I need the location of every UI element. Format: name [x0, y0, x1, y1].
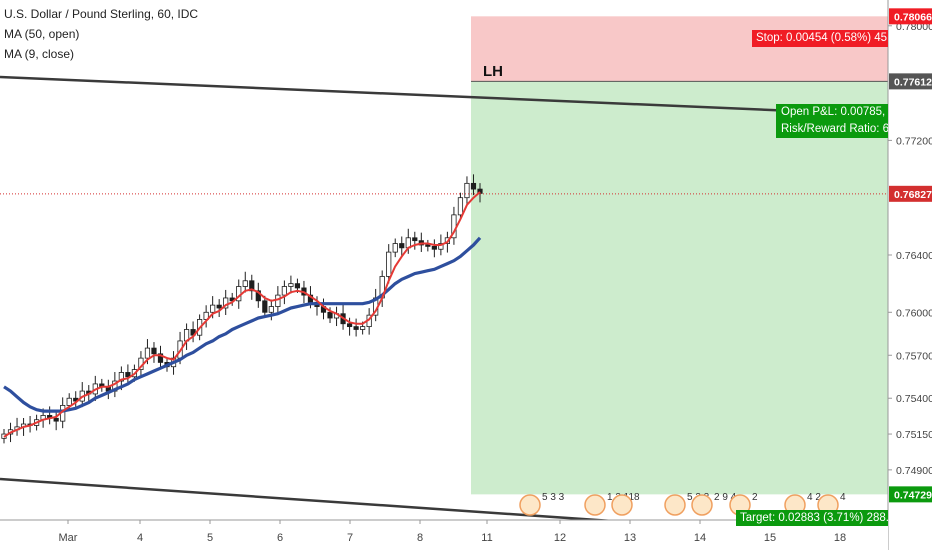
event-badge[interactable]: 2 9 4	[691, 492, 737, 516]
event-flag-icon	[691, 494, 713, 516]
price-axis-bg	[888, 0, 932, 550]
candle-body	[353, 326, 359, 330]
time-tick-label: 6	[277, 532, 283, 544]
time-tick-label: 11	[481, 532, 492, 544]
stop-tag: Stop: 0.00454 (0.58%) 45.4,	[752, 30, 888, 47]
candle-body	[360, 326, 366, 330]
candle-body	[281, 286, 287, 296]
event-badge-label: 2	[752, 492, 758, 503]
entry-price-label: 0.77612	[894, 76, 932, 88]
price-tick-label: 0.75150	[896, 429, 932, 441]
event-flag-icon	[664, 494, 686, 516]
chart-legend: U.S. Dollar / Pound Sterling, 60, IDC MA…	[4, 4, 198, 64]
candle-body	[242, 280, 248, 287]
event-badge[interactable]: 8	[611, 492, 640, 516]
ma50-line	[3, 236, 482, 413]
event-badge-label: 2 9 4	[714, 492, 737, 503]
current-price-label: 0.76827	[894, 189, 932, 201]
target-price-label-bg	[889, 486, 932, 503]
pnl-tag: Open P&L: 0.00785, Qty Risk/Reward Ratio…	[776, 104, 888, 138]
position-zones	[471, 16, 888, 495]
candle-body	[470, 182, 477, 190]
price-tick-label: 0.76400	[896, 250, 932, 262]
event-badge-label: 4	[840, 492, 846, 503]
upper-trendline	[0, 75, 889, 117]
candle-body	[268, 306, 274, 313]
candle-body	[438, 243, 444, 250]
stop-price-label-bg	[889, 8, 932, 25]
event-badge-label: 8	[634, 492, 640, 503]
candle-body	[425, 244, 431, 247]
candle-body	[275, 294, 281, 307]
price-tick-label: 0.74900	[896, 465, 932, 477]
event-badge[interactable]: 5 3 3	[519, 492, 565, 516]
time-tick-label: Mar	[59, 532, 78, 544]
candle-body	[118, 372, 124, 382]
legend-ma50[interactable]: MA (50, open)	[4, 27, 80, 41]
time-tick-label: 14	[694, 532, 706, 544]
candle-body	[412, 237, 418, 242]
candle-body	[255, 290, 261, 302]
target-zone	[471, 81, 888, 495]
candle-body	[144, 347, 151, 359]
open-pnl-text: Open P&L: 0.00785, Qty	[781, 106, 888, 118]
time-tick-label: 4	[137, 532, 143, 544]
ma9-line	[3, 191, 481, 438]
candle-body	[431, 245, 437, 250]
legend-ma9[interactable]: MA (9, close)	[4, 47, 75, 61]
candle-body	[399, 243, 405, 249]
target-price-label: 0.74729	[894, 489, 932, 501]
candle-body	[288, 283, 294, 287]
candle-body	[457, 197, 464, 216]
price-axis[interactable]: 0.780000.772000.764000.760000.757000.754…	[887, 0, 932, 550]
event-flag-icon	[519, 494, 541, 516]
candle-body	[464, 182, 470, 199]
time-tick-label: 7	[347, 532, 353, 544]
stop-zone	[471, 16, 888, 82]
event-flag-icon	[611, 494, 633, 516]
candle-body	[216, 304, 222, 309]
moving-averages	[3, 191, 482, 438]
candle-body	[262, 300, 268, 313]
entry-price-label-bg	[889, 73, 932, 90]
candle-body	[386, 251, 392, 277]
current-price-label-bg	[889, 185, 932, 202]
zone-label: LH	[483, 63, 503, 80]
time-tick-label: 12	[554, 532, 566, 544]
time-tick-label: 5	[207, 532, 213, 544]
target-tag: Target: 0.02883 (3.71%) 288.3	[736, 510, 888, 526]
event-badge-label: 4 2	[807, 492, 821, 503]
price-tick-label: 0.75400	[896, 393, 932, 405]
candle-body	[294, 283, 301, 289]
stop-price-label: 0.78066	[894, 11, 932, 23]
candle-body	[346, 323, 353, 328]
price-tick-label: 0.76000	[896, 307, 932, 319]
candle-body	[249, 280, 255, 292]
candle-body	[223, 297, 229, 309]
price-tick-label: 0.77200	[896, 135, 932, 147]
time-tick-label: 8	[417, 532, 423, 544]
candle-body	[151, 347, 157, 355]
price-tick-label: 0.75700	[896, 350, 932, 362]
legend-symbol[interactable]: U.S. Dollar / Pound Sterling, 60, IDC	[4, 7, 199, 21]
candle-body	[392, 243, 398, 253]
event-badge-label: 5 3 3	[542, 492, 565, 503]
time-tick-label: 15	[764, 532, 776, 544]
candle-body	[210, 304, 216, 313]
candle-body	[157, 353, 164, 363]
risk-reward-text: Risk/Reward Ratio: 6	[781, 123, 888, 135]
event-flag-icon	[584, 494, 606, 516]
candle-body	[125, 372, 131, 378]
candle-body	[327, 311, 333, 319]
candle-body	[53, 417, 59, 422]
time-tick-label: 18	[834, 532, 846, 544]
candle-body	[66, 397, 72, 406]
time-tick-label: 13	[624, 532, 636, 544]
